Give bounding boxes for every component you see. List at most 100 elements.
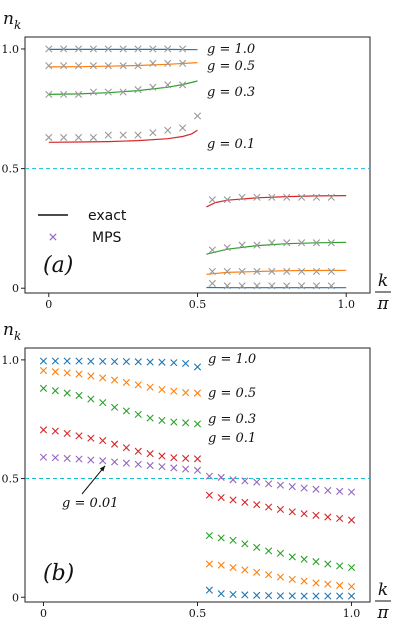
panel-b-marker: [193, 466, 202, 474]
panel-b-marker: [51, 454, 59, 462]
panel-a-xlabel: kπ: [375, 271, 391, 314]
panel-a-mps-marker: [104, 88, 112, 96]
panel-b-marker: [39, 357, 48, 365]
panel-b-marker: [312, 485, 320, 493]
panel-a-mps-marker: [298, 282, 306, 290]
panel-a-mps-marker: [134, 86, 142, 94]
panel-a-xtick-label: 0: [45, 298, 52, 311]
panel-b-ytick-label: 1.0: [2, 354, 20, 367]
panel-a-mps-marker: [223, 282, 231, 290]
panel-a-mps-marker: [298, 193, 306, 201]
panel-a-ylabel: nk: [3, 9, 21, 32]
panel-b-marker: [241, 477, 249, 485]
panel-a: 0 0.5 1.0 0 0.5 1.0 g = 1.0 g = 0.5 g = 0.3 g = 0…: [2, 9, 391, 314]
panel-b-marker: [336, 581, 344, 589]
panel-b-marker: [229, 563, 237, 572]
panel-a-mps-marker: [164, 59, 172, 67]
panel-a-mps-marker: [253, 193, 261, 201]
panel-b-marker: [146, 450, 154, 458]
panel-b-marker: [312, 511, 320, 519]
panel-a-ytick-label: 1.0: [2, 43, 20, 56]
panel-b-marker: [87, 456, 95, 464]
panel-a-mps-marker: [134, 131, 142, 139]
panel-a-mps-marker: [74, 62, 83, 70]
panel-b-marker: [347, 488, 356, 496]
panel-a-mps-marker: [208, 196, 216, 204]
panel-a-mps-marker: [208, 267, 216, 276]
panel-b-marker: [63, 454, 71, 462]
panel-a-ytick-label: 0.5: [2, 163, 20, 176]
panel-a-mps-marker: [312, 267, 321, 276]
panel-b-marker: [347, 563, 356, 572]
panel-b-marker: [134, 460, 142, 468]
panel-b-marker: [253, 543, 261, 551]
panel-b-marker: [75, 391, 83, 400]
panel-a-mps-marker: [193, 112, 202, 120]
panel-b-marker: [336, 562, 344, 570]
panel-b-marker: [276, 573, 285, 581]
panel-b-marker: [288, 592, 296, 600]
panel-b-marker: [87, 434, 95, 442]
panel-a-mps-marker: [283, 282, 291, 290]
panel-a-mps-marker: [149, 83, 157, 91]
panel-b-marker: [170, 454, 178, 462]
panel-a-mps-marker: [268, 239, 276, 247]
panel-a-mps-marker: [298, 239, 306, 247]
panel-b-marker: [205, 531, 213, 540]
panel-b-marker: [300, 592, 308, 600]
legend-mps-swatch: [49, 233, 57, 241]
panel-a-mps-marker: [208, 279, 216, 288]
panel-a-mps-marker: [119, 88, 127, 96]
panel-b-marker: [75, 357, 83, 365]
panel-a-mps-marker: [104, 131, 112, 139]
panel-b-marker: [110, 403, 119, 411]
panel-b-marker: [276, 549, 285, 557]
panel-b-marker: [288, 575, 296, 584]
panel-b-marker: [217, 534, 225, 542]
panel-b-marker: [39, 426, 48, 434]
panel-a-mps-marker: [327, 239, 335, 247]
panel-a-mps-marker: [74, 90, 83, 99]
panel-a-mps-marker: [238, 282, 246, 290]
panel-a-mps-marker: [312, 193, 321, 201]
panel-b-marker: [182, 465, 190, 473]
panel-b-marker: [158, 452, 166, 460]
panel-a-xtick-label: 1.0: [337, 298, 355, 311]
panel-b-marker: [170, 387, 178, 395]
panel-b-marker: [324, 513, 332, 521]
panel-b-marker: [324, 560, 332, 568]
panel-b-marker: [75, 455, 83, 463]
panel-b-annotation-arrow: [81, 465, 106, 495]
panel-a-mps-marker: [179, 81, 187, 89]
panel-b-marker: [276, 481, 285, 489]
panel-a-series-label: g = 0.1: [207, 137, 255, 152]
panel-b-marker: [110, 440, 119, 448]
panel-b-marker: [75, 432, 83, 440]
panel-b-marker: [288, 483, 296, 491]
panel-b-marker: [312, 579, 320, 587]
panel-b-marker: [51, 427, 59, 435]
panel-b-marker: [122, 378, 130, 387]
panel-b-marker: [217, 561, 225, 569]
panel-a-mps-marker: [45, 62, 53, 70]
panel-b-marker: [146, 461, 154, 470]
panel-b-marker: [63, 429, 71, 438]
panel-a-mps-marker: [89, 133, 97, 142]
panel-b-marker: [229, 590, 237, 598]
panel-b-marker: [158, 416, 166, 424]
panel-b-marker: [324, 486, 332, 495]
panel-b-marker: [51, 387, 59, 395]
panel-b-marker: [300, 577, 308, 585]
panel-b-marker: [324, 592, 332, 600]
panel-a-mps-marker: [149, 129, 157, 137]
panel-b-ylabel: nk: [3, 320, 21, 343]
panel-b-marker: [336, 487, 344, 495]
panel-b-marker: [265, 480, 273, 488]
panel-b-series-label: g = 0.5: [208, 386, 256, 401]
panel-a-xtick-label: 0.5: [189, 298, 207, 311]
panel-b-marker: [39, 366, 48, 375]
panel-b-marker: [134, 410, 142, 419]
legend-exact-label: exact: [88, 208, 127, 224]
panel-a-mps-marker: [89, 88, 97, 96]
